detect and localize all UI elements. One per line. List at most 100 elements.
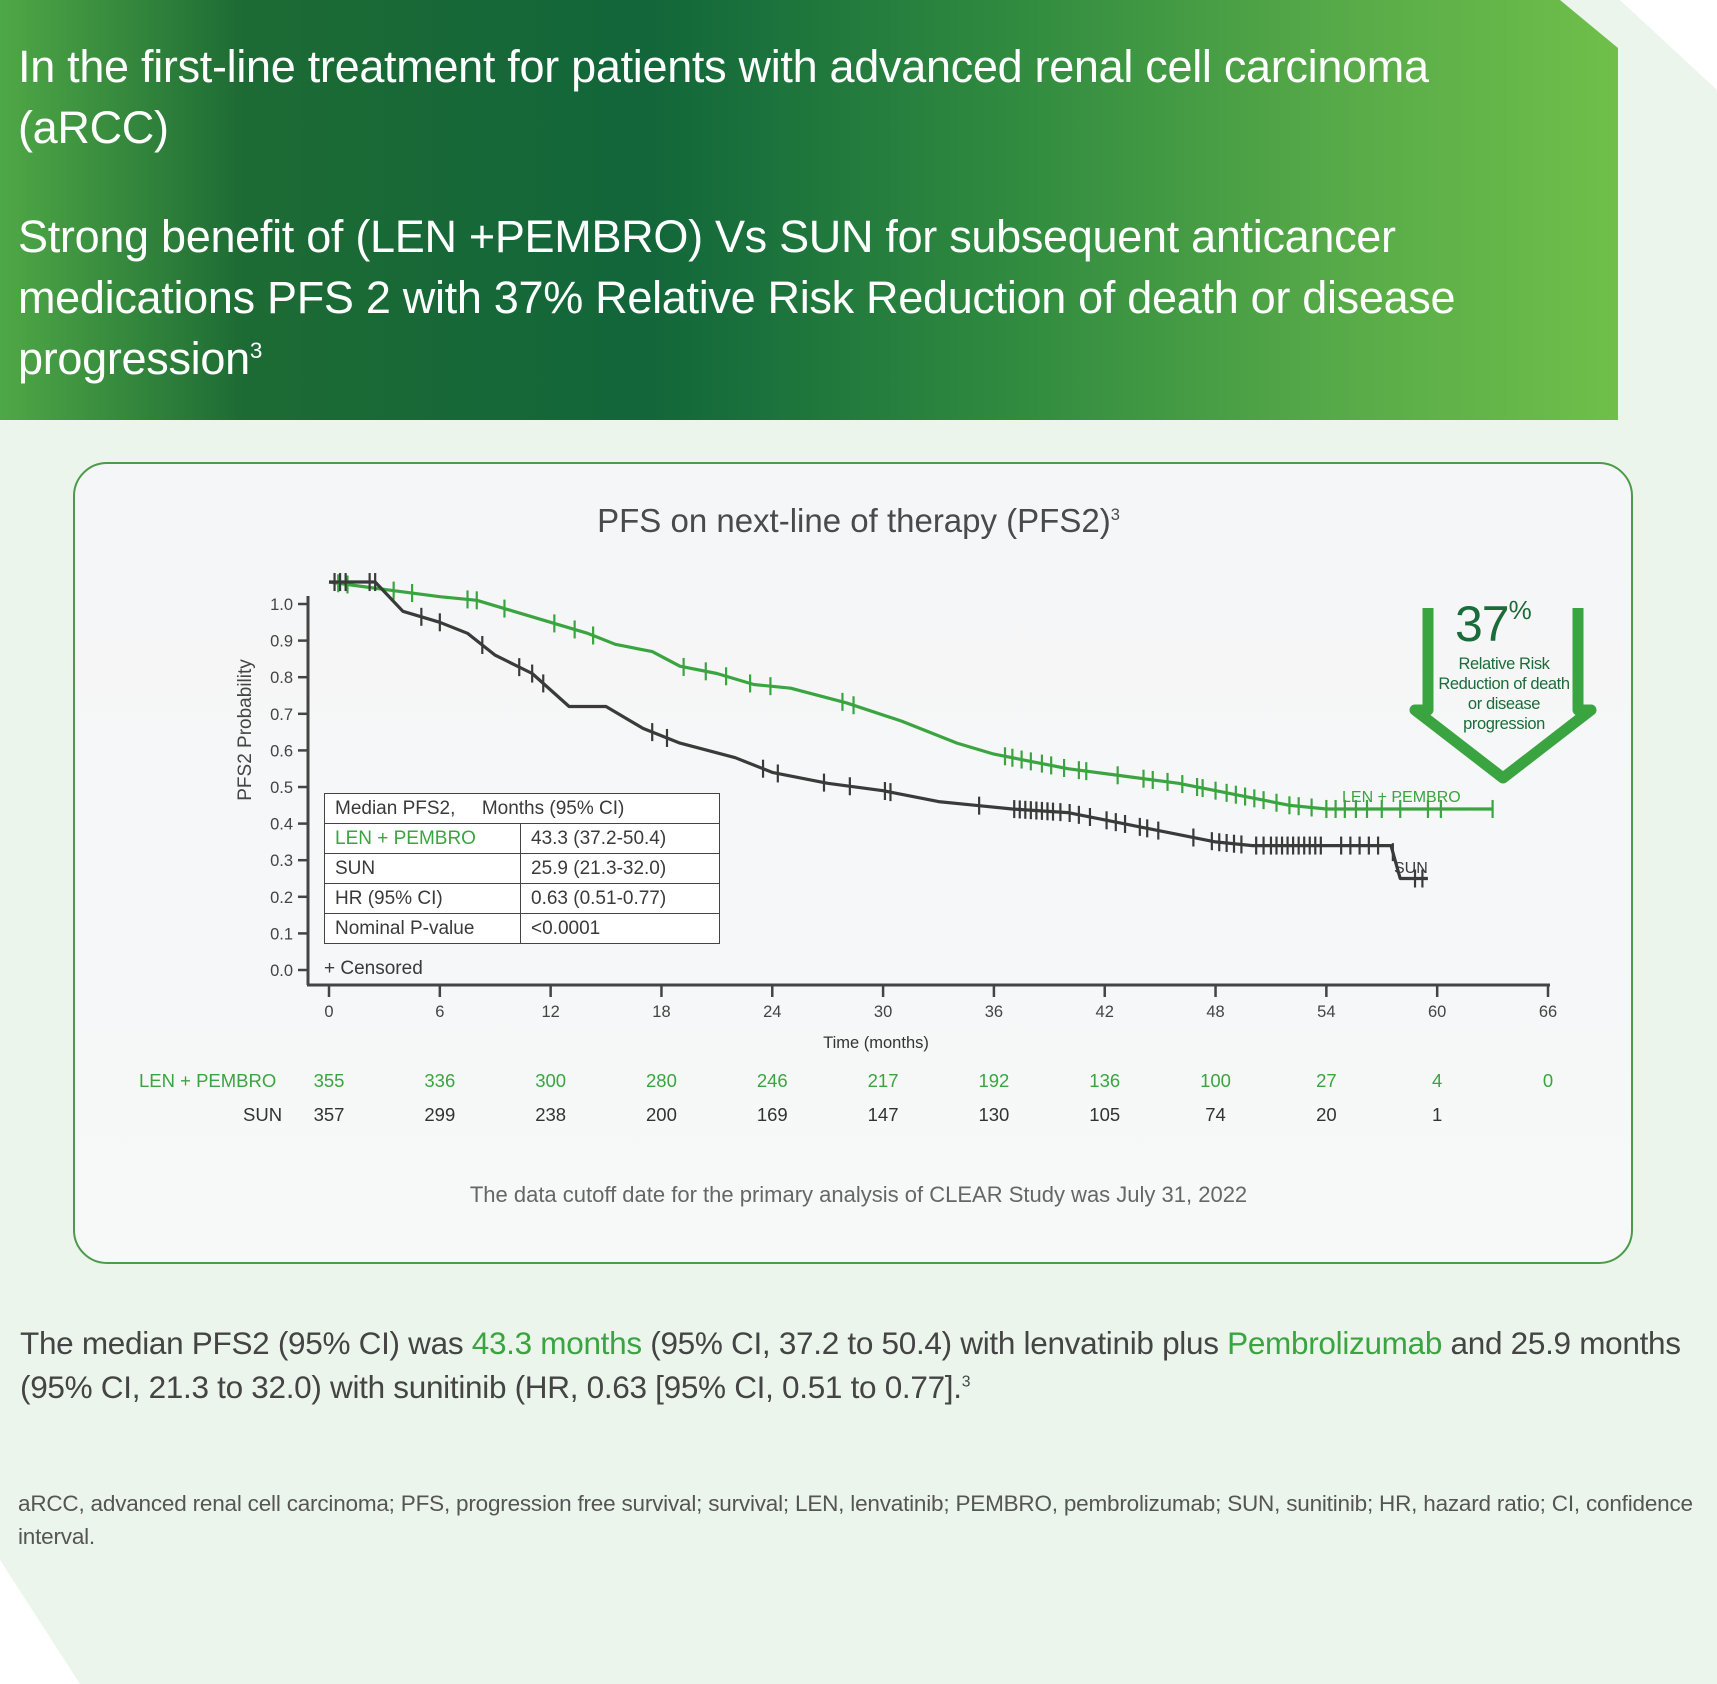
- summary-highlight-drug: Pembrolizumab: [1227, 1325, 1443, 1361]
- risk-count: 336: [424, 1070, 456, 1091]
- x-tick-label: 18: [652, 1003, 670, 1021]
- y-tick-label: 0.0: [270, 962, 293, 980]
- risk-count: 238: [535, 1104, 567, 1125]
- table-row: SUN 25.9 (21.3-32.0): [324, 853, 720, 884]
- risk-count: 136: [1089, 1070, 1121, 1091]
- table-row-value: 43.3 (37.2-50.4): [520, 823, 720, 854]
- y-tick-label: 0.5: [270, 779, 293, 797]
- series-label-len-pembro: LEN + PEMBRO: [1342, 789, 1461, 806]
- table-header-cell: Median PFS2, Months (95% CI): [324, 793, 720, 824]
- table-row-value: <0.0001: [520, 913, 720, 944]
- y-tick-label: 0.7: [270, 706, 293, 724]
- y-tick-label: 0.6: [270, 742, 293, 760]
- axes: [306, 596, 1550, 987]
- km-curve: [329, 580, 1428, 881]
- risk-count: 357: [313, 1104, 345, 1125]
- risk-count: 246: [756, 1070, 788, 1091]
- y-axis-label: PFS2 Probability: [235, 659, 256, 801]
- y-tick-label: 0.9: [270, 633, 293, 651]
- x-tick-label: 54: [1317, 1003, 1335, 1021]
- y-tick-label: 1.0: [270, 596, 293, 614]
- chart-title: PFS on next-line of therapy (PFS2)3: [0, 502, 1717, 540]
- summary-text-1: The median PFS2 (95% CI) was: [20, 1325, 472, 1361]
- risk-count: 280: [646, 1070, 677, 1091]
- x-tick-label: 12: [541, 1003, 559, 1021]
- x-tick-label: 6: [435, 1003, 444, 1021]
- x-axis-ticks: 0 6 12 18 24 30 36 42 48 54 60 66: [324, 985, 1557, 1021]
- callout-percent-value: 37: [1455, 596, 1510, 652]
- risk-count: 27: [1316, 1070, 1337, 1091]
- data-cutoff-note: The data cutoff date for the primary ana…: [469, 1182, 1248, 1207]
- table-row-label: SUN: [324, 853, 521, 884]
- y-axis-ticks: 0.0 0.1 0.2 0.3 0.4 0.5 0.6 0.7 0.8 0.9 1.0: [270, 596, 308, 980]
- table-row-label: Nominal P-value: [324, 913, 521, 944]
- risk-count: 217: [867, 1070, 899, 1091]
- censored-legend: + Censored: [324, 958, 423, 979]
- down-arrow-icon: [1409, 608, 1597, 784]
- header-line-1: In the first-line treatment for patients…: [18, 41, 1429, 153]
- y-tick-label: 0.2: [270, 889, 293, 907]
- x-tick-label: 0: [324, 1003, 333, 1021]
- header-line-2-text: Strong benefit of (LEN +PEMBRO) Vs SUN f…: [18, 211, 1456, 384]
- risk-row-label-len-pembro: LEN + PEMBRO: [139, 1070, 277, 1091]
- callout-percent: 37%: [1455, 595, 1532, 653]
- table-header-row: Median PFS2, Months (95% CI): [324, 793, 720, 824]
- callout-text: Relative Risk Reduction of death or dise…: [1438, 655, 1570, 733]
- x-tick-label: 42: [1096, 1003, 1114, 1021]
- series-len-pembro: [328, 574, 1494, 818]
- x-tick-label: 66: [1539, 1003, 1557, 1021]
- series-label-sun: SUN: [1394, 860, 1428, 877]
- header-line-2: Strong benefit of (LEN +PEMBRO) Vs SUN f…: [18, 206, 1598, 389]
- abbreviations-footnote: aRCC, advanced renal cell carcinoma; PFS…: [18, 1491, 1693, 1549]
- table-row-label: HR (95% CI): [324, 883, 521, 914]
- x-tick-label: 36: [985, 1003, 1003, 1021]
- risk-count: 20: [1316, 1104, 1337, 1125]
- table-row-label: LEN + PEMBRO: [324, 823, 521, 854]
- table-header-right: Months (95% CI): [481, 797, 625, 819]
- table-header-left: Median PFS2,: [335, 797, 456, 819]
- km-curve: [328, 580, 1493, 811]
- risk-count: 4: [1432, 1070, 1443, 1091]
- table-row: LEN + PEMBRO 43.3 (37.2-50.4): [324, 823, 720, 854]
- risk-count: 0: [1542, 1070, 1554, 1091]
- table-row-value: 25.9 (21.3-32.0): [520, 853, 720, 884]
- table-row-value: 0.63 (0.51-0.77): [520, 883, 720, 914]
- header-reference-sup: 3: [249, 338, 263, 363]
- summary-text-2: (95% CI, 37.2 to 50.4) with lenvatinib p…: [641, 1325, 1228, 1361]
- risk-count: 192: [978, 1070, 1010, 1091]
- summary-text-3: and 25.9 months (95% CI, 21.3 to 32.0) w…: [20, 1325, 1681, 1405]
- table-row: Nominal P-value <0.0001: [324, 913, 720, 944]
- risk-count: 147: [867, 1104, 899, 1125]
- y-tick-label: 0.8: [270, 669, 293, 687]
- risk-count: 74: [1205, 1104, 1226, 1125]
- chart-title-text: PFS on next-line of therapy (PFS2): [597, 502, 1111, 539]
- x-axis-label: Time (months): [823, 1034, 929, 1052]
- summary-reference-sup: 3: [961, 1373, 971, 1391]
- x-tick-label: 60: [1428, 1003, 1446, 1021]
- x-tick-label: 24: [763, 1003, 781, 1021]
- callout-percent-sign: %: [1508, 595, 1532, 625]
- risk-count: 105: [1089, 1104, 1121, 1125]
- x-tick-label: 48: [1206, 1003, 1224, 1021]
- table-row: HR (95% CI) 0.63 (0.51-0.77): [324, 883, 720, 914]
- y-tick-label: 0.3: [270, 852, 293, 870]
- header-banner: In the first-line treatment for patients…: [0, 0, 1618, 420]
- summary-highlight-median: 43.3 months: [471, 1325, 642, 1361]
- x-tick-label: 30: [874, 1003, 892, 1021]
- risk-count: 300: [535, 1070, 567, 1091]
- series-sun: [329, 573, 1428, 888]
- risk-count: 169: [756, 1104, 788, 1125]
- risk-count: 200: [646, 1104, 677, 1125]
- risk-count: 355: [313, 1070, 345, 1091]
- risk-count: 1: [1432, 1104, 1443, 1125]
- risk-count: 130: [978, 1104, 1010, 1125]
- y-tick-label: 0.4: [270, 816, 293, 834]
- series-layer: [328, 573, 1494, 888]
- median-pfs2-table: Median PFS2, Months (95% CI) LEN + PEMBR…: [324, 793, 720, 944]
- chart-title-sup: 3: [1110, 506, 1120, 524]
- summary-paragraph: The median PFS2 (95% CI) was 43.3 months…: [20, 1321, 1710, 1409]
- risk-count: 299: [424, 1104, 456, 1125]
- risk-row-label-sun: SUN: [243, 1104, 283, 1125]
- y-tick-label: 0.1: [270, 925, 293, 943]
